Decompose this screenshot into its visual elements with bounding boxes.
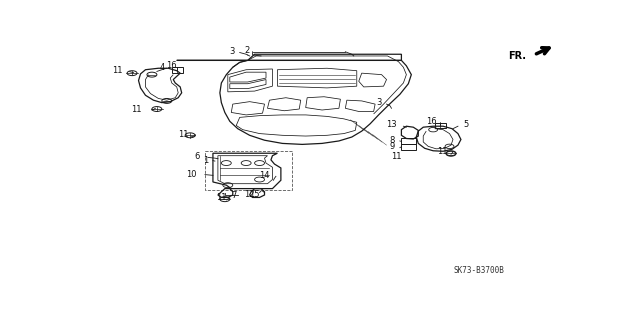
Bar xyxy=(401,138,416,144)
Text: 16: 16 xyxy=(166,61,177,70)
Text: 1: 1 xyxy=(203,156,208,165)
Text: 11: 11 xyxy=(391,152,401,161)
Text: 2: 2 xyxy=(244,46,250,55)
Bar xyxy=(435,123,445,128)
Bar xyxy=(401,145,416,150)
Text: 11: 11 xyxy=(438,147,448,156)
Text: 6: 6 xyxy=(195,152,200,161)
Text: 10: 10 xyxy=(186,170,196,179)
Text: 13: 13 xyxy=(386,120,396,129)
Text: SK73-B3700B: SK73-B3700B xyxy=(454,266,505,275)
Text: 11: 11 xyxy=(111,66,122,75)
Text: 7: 7 xyxy=(231,191,236,200)
Text: 9: 9 xyxy=(390,142,395,151)
Bar xyxy=(172,67,182,73)
Text: 5: 5 xyxy=(463,120,468,129)
Text: 14: 14 xyxy=(259,171,269,180)
Text: 4: 4 xyxy=(160,63,165,72)
Text: 12: 12 xyxy=(244,190,255,199)
Text: FR.: FR. xyxy=(508,51,527,61)
Text: 3: 3 xyxy=(376,98,381,107)
Text: 8: 8 xyxy=(390,136,395,145)
Text: 3: 3 xyxy=(229,47,235,56)
Text: 11: 11 xyxy=(131,105,142,114)
Text: 11: 11 xyxy=(216,193,227,203)
Text: 16: 16 xyxy=(426,117,437,126)
Bar xyxy=(205,151,292,189)
Text: 15: 15 xyxy=(249,190,260,199)
Text: 11: 11 xyxy=(178,130,188,139)
